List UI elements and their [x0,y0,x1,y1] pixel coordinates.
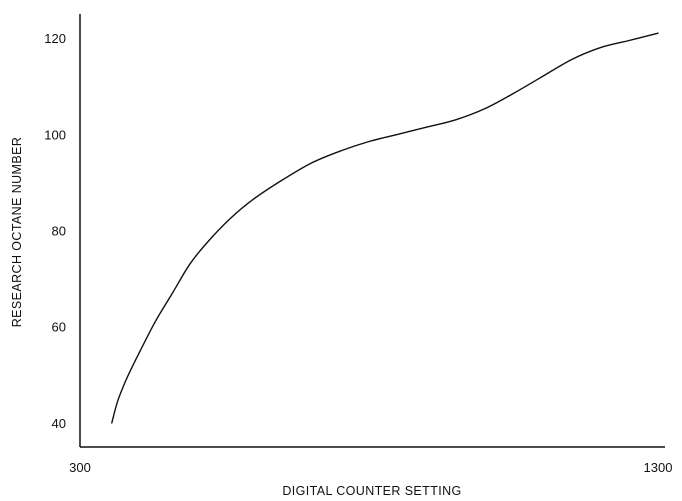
y-tick-label-60: 60 [52,320,66,335]
x-tick-label-300: 300 [69,460,91,475]
x-tick-label-1300: 1300 [644,460,673,475]
plot-frame [79,14,665,448]
x-axis-title: DIGITAL COUNTER SETTING [282,484,461,498]
y-axis-title: RESEARCH OCTANE NUMBER [10,137,24,328]
y-tick-labels: 40 60 80 100 120 [44,31,66,431]
y-tick-label-40: 40 [52,416,66,431]
x-tick-labels: 300 1300 [69,460,672,475]
series-line [111,32,659,424]
series-points [111,32,659,424]
y-tick-label-120: 120 [44,31,66,46]
y-tick-label-80: 80 [52,224,66,239]
y-tick-label-100: 100 [44,127,66,142]
